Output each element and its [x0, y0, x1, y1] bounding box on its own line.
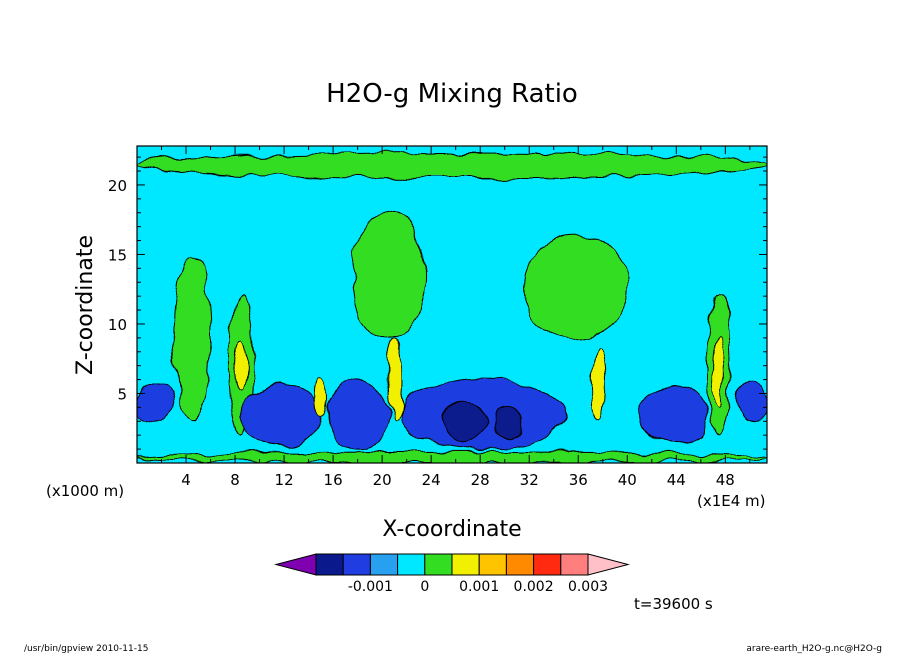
contour-regions — [137, 152, 767, 463]
contour-region — [387, 337, 404, 422]
x-unit-left: (x1000 m) — [46, 482, 124, 500]
y-axis-label: Z-coordinate — [73, 235, 98, 375]
contour-region — [522, 233, 628, 339]
x-tick-label: 48 — [716, 471, 735, 489]
colorbar-swatch — [478, 553, 507, 576]
x-tick-label: 36 — [569, 471, 588, 489]
footer-left: /usr/bin/gpview 2010-11-15 — [24, 644, 148, 654]
y-tick-label: 20 — [108, 177, 127, 195]
contour-region — [491, 406, 524, 439]
colorbar-upper-triangle — [587, 553, 630, 576]
colorbar-swatch — [369, 553, 399, 576]
y-axis-ticks: 5 10 15 20 — [108, 156, 767, 450]
colorbar-swatch — [424, 553, 453, 576]
contour-region — [137, 451, 767, 463]
y-tick-label: 15 — [108, 246, 127, 264]
colorbar-label: 0.003 — [568, 579, 608, 595]
contour-region — [326, 379, 389, 450]
contour-region — [737, 379, 767, 422]
x-tick-label: 16 — [324, 471, 343, 489]
colorbar-lower-triangle — [274, 553, 317, 576]
contour-region — [314, 379, 328, 415]
contour-region — [234, 337, 248, 394]
colorbar-label: 0.002 — [514, 579, 554, 595]
colorbar-swatch — [505, 553, 535, 576]
colorbar-label: -0.001 — [348, 579, 393, 595]
colorbar-label: 0 — [420, 579, 429, 595]
colorbar-swatch — [397, 553, 426, 576]
colorbar-swatch — [451, 553, 480, 576]
x-unit-right: (x1E4 m) — [697, 492, 766, 510]
x-tick-label: 20 — [373, 471, 392, 489]
x-tick-label: 4 — [181, 471, 191, 489]
chart-title: H2O-g Mixing Ratio — [326, 79, 578, 109]
contour-region — [639, 386, 708, 443]
x-tick-label: 28 — [471, 471, 490, 489]
x-axis-label: X-coordinate — [382, 517, 521, 542]
x-tick-label: 44 — [667, 471, 686, 489]
x-tick-label: 24 — [422, 471, 441, 489]
x-tick-label: 12 — [275, 471, 294, 489]
x-tick-label: 8 — [230, 471, 240, 489]
x-tick-label: 40 — [618, 471, 637, 489]
contour-region — [240, 386, 322, 447]
contour-region — [590, 351, 606, 422]
contour-region — [442, 399, 487, 443]
y-tick-label: 10 — [108, 316, 127, 334]
time-label: t=39600 s — [634, 595, 713, 613]
colorbar-swatch — [315, 553, 344, 576]
colorbar — [274, 553, 630, 576]
plot-frame — [136, 145, 768, 464]
colorbar-label: 0.001 — [459, 579, 499, 595]
contour-region — [137, 152, 767, 179]
footer-right: arare-earth_H2O-g.nc@H2O-g — [746, 644, 882, 654]
x-tick-label: 32 — [520, 471, 539, 489]
colorbar-labels: -0.001 0 0.001 0.002 0.003 — [348, 579, 608, 595]
contour-region — [350, 212, 426, 339]
colorbar-swatch — [533, 553, 562, 576]
x-axis-ticks: 4 8 12 16 20 24 28 32 36 40 44 48 — [161, 146, 751, 489]
colorbar-swatch — [342, 553, 371, 576]
contour-region — [712, 337, 726, 408]
contour-region — [173, 253, 212, 422]
contour-region — [137, 381, 175, 422]
y-tick-label: 5 — [117, 385, 127, 403]
colorbar-swatch — [560, 553, 589, 576]
